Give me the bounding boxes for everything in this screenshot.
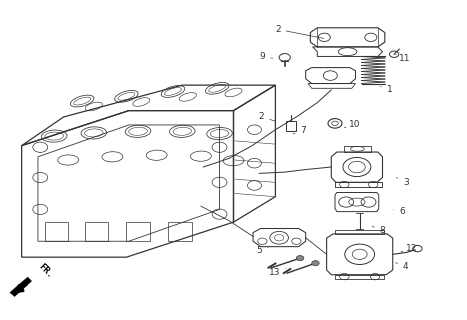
Circle shape bbox=[297, 256, 304, 261]
Bar bbox=[286, 121, 297, 131]
Text: 12: 12 bbox=[401, 244, 417, 253]
Text: 3: 3 bbox=[396, 178, 409, 187]
Text: 2: 2 bbox=[259, 113, 275, 122]
Bar bbox=[127, 222, 150, 241]
Text: FR.: FR. bbox=[37, 262, 55, 280]
Text: 5: 5 bbox=[257, 246, 268, 255]
Bar bbox=[85, 222, 108, 241]
Text: 6: 6 bbox=[394, 207, 405, 216]
Text: 2: 2 bbox=[275, 25, 324, 38]
Text: 13: 13 bbox=[269, 268, 286, 277]
Text: 7: 7 bbox=[293, 126, 306, 135]
Text: 1: 1 bbox=[381, 85, 392, 94]
Text: 8: 8 bbox=[372, 226, 385, 235]
Polygon shape bbox=[10, 277, 31, 296]
Circle shape bbox=[312, 261, 319, 266]
Text: 11: 11 bbox=[396, 53, 410, 62]
Text: 9: 9 bbox=[260, 52, 273, 61]
Text: 4: 4 bbox=[396, 262, 409, 271]
Text: 10: 10 bbox=[344, 120, 361, 130]
Bar bbox=[168, 222, 191, 241]
Bar bbox=[45, 222, 68, 241]
